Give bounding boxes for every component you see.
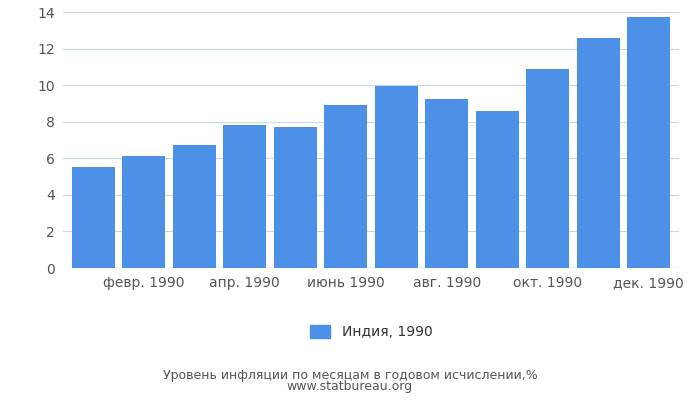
- Bar: [72, 168, 115, 268]
- Bar: [173, 146, 216, 268]
- Text: www.statbureau.org: www.statbureau.org: [287, 380, 413, 393]
- Bar: [122, 156, 165, 268]
- Bar: [223, 125, 266, 268]
- Legend: Индия, 1990: Индия, 1990: [302, 318, 440, 346]
- Bar: [324, 105, 368, 268]
- Bar: [274, 127, 316, 268]
- Bar: [426, 99, 468, 268]
- Bar: [627, 18, 670, 268]
- Bar: [476, 111, 519, 268]
- Bar: [577, 38, 620, 268]
- Bar: [374, 86, 418, 268]
- Bar: [526, 69, 569, 268]
- Text: Уровень инфляции по месяцам в годовом исчислении,%: Уровень инфляции по месяцам в годовом ис…: [162, 369, 538, 382]
